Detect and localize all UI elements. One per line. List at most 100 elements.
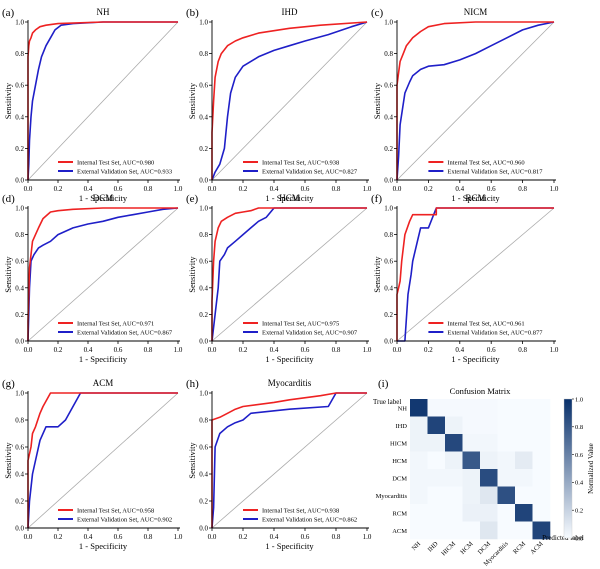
y-axis-label: Sensitivity [187, 82, 197, 119]
x-tick-label: 0.0 [24, 185, 33, 193]
roc-panel-hcm: 0.0 0.2 0.4 0.6 0.8 1.0 0.0 0.2 0.4 0.6 0.8 1.0 1 - … [186, 193, 372, 364]
roc-panel-ihd: 0.0 0.2 0.4 0.6 0.8 1.0 0.0 0.2 0.4 0.6 0.8 1.0 1 - … [186, 7, 372, 203]
row-label: HCM [392, 458, 407, 465]
x-tick-label: 0.2 [239, 346, 248, 354]
panel-label: (i) [378, 378, 389, 390]
panel-label: (b) [186, 7, 199, 19]
chart-title: NH [97, 7, 110, 17]
x-tick-label: 0.4 [84, 533, 93, 541]
heatmap-cell [445, 451, 463, 470]
y-tick-label: 0.6 [199, 444, 208, 452]
heatmap-cell [462, 434, 481, 452]
heatmap-cell [445, 521, 463, 540]
chance-diagonal [211, 392, 368, 529]
y-tick-label: 0.2 [15, 498, 24, 506]
heatmap-cell [532, 469, 551, 487]
y-tick-label: 0.4 [199, 471, 208, 479]
external-roc-curve [211, 207, 367, 342]
x-tick-label: 0.4 [270, 185, 279, 193]
heatmap-cell [497, 451, 516, 470]
internal-roc-curve [211, 207, 367, 341]
y-tick-label: 0.4 [384, 113, 393, 121]
x-tick-label: 0.6 [487, 185, 496, 193]
x-tick-label: 0.0 [208, 185, 217, 193]
heatmap-cell [480, 451, 498, 470]
chart-title: RCM [465, 193, 485, 203]
heatmap-cell [497, 434, 516, 452]
legend-external-label: External Validation Set, AUC=0.907 [262, 330, 358, 337]
heatmap-cell [410, 469, 428, 487]
legend-external-label: External Validation Set, AUC=0.877 [447, 330, 543, 337]
heatmap-cell [462, 504, 481, 522]
y-tick-label: 0.2 [384, 145, 393, 153]
heatmap-cell [497, 416, 516, 435]
external-roc-curve [211, 21, 368, 181]
x-tick-label: 0.6 [301, 185, 310, 193]
y-tick-label: 0.4 [15, 113, 24, 121]
legend-internal-label: Internal Test Set, AUC=0.961 [447, 321, 524, 328]
y-tick-label: 0.8 [15, 50, 24, 58]
panel-label: (h) [186, 378, 199, 390]
y-tick-label: 0.4 [199, 113, 208, 121]
legend-external-label: External Validation Set, AUC=0.933 [77, 169, 172, 176]
x-tick-label: 0.2 [54, 185, 63, 193]
y-axis-label: True label [373, 398, 401, 406]
y-axis-label: Sensitivity [3, 442, 13, 479]
panel-label: (f) [371, 193, 382, 205]
x-tick-label: 0.0 [208, 346, 217, 354]
colorbar-tick-label: 0.8 [575, 424, 583, 431]
heatmap-cell [462, 416, 481, 435]
colorbar-tick-label: 0.6 [575, 452, 584, 459]
y-tick-label: 1.0 [15, 205, 24, 213]
legend-external-label: External Validation Set, AUC=0.867 [77, 330, 173, 337]
y-tick-label: 0.8 [384, 50, 393, 58]
chance-diagonal [211, 21, 368, 181]
heatmap-cell [462, 399, 481, 417]
heatmap-cell [427, 434, 446, 452]
internal-roc-curve [27, 207, 178, 341]
y-tick-label: 0.2 [199, 311, 208, 319]
chance-diagonal [27, 392, 179, 529]
chance-diagonal [396, 207, 555, 342]
y-tick-label: 0.6 [15, 258, 24, 266]
x-tick-label: 1.0 [550, 185, 559, 193]
y-axis-label: Sensitivity [187, 442, 197, 479]
external-roc-curve [27, 207, 179, 342]
y-tick-label: 0.2 [199, 145, 208, 153]
panel-label: (c) [371, 7, 384, 19]
x-axis-label: 1 - Specificity [79, 541, 128, 551]
heatmap-cell [445, 416, 463, 435]
column-label: HICM [440, 540, 457, 557]
x-tick-label: 0.8 [144, 185, 153, 193]
x-tick-label: 0.8 [332, 346, 341, 354]
y-tick-label: 0.6 [15, 82, 24, 90]
chart-title: NICM [464, 7, 488, 17]
y-tick-label: 0.0 [15, 525, 24, 533]
y-axis-label: Sensitivity [3, 256, 13, 293]
legend-internal-label: Internal Test Set, AUC=0.958 [77, 508, 154, 515]
heatmap-cell [497, 469, 516, 487]
panel-label: (d) [2, 193, 15, 205]
chance-diagonal [396, 21, 555, 181]
y-tick-label: 0.8 [15, 231, 24, 239]
roc-panel-dcm: 0.0 0.2 0.4 0.6 0.8 1.0 0.0 0.2 0.4 0.6 0.8 1.0 1 - … [2, 193, 183, 364]
heatmap-cell [427, 399, 446, 417]
chance-diagonal [211, 207, 368, 342]
roc-panel-myocarditis: 0.0 0.2 0.4 0.6 0.8 1.0 0.0 0.2 0.4 0.6 0.8 1.0 1 - … [186, 378, 372, 551]
roc-panel-nh: 0.0 0.2 0.4 0.6 0.8 1.0 0.0 0.2 0.4 0.6 0.8 1.0 1 - … [2, 7, 183, 203]
internal-roc-curve [27, 21, 178, 180]
heatmap-cell [410, 486, 428, 505]
heatmap-cell [410, 416, 428, 435]
internal-roc-curve [396, 21, 554, 180]
heatmap-cell [480, 486, 498, 505]
internal-roc-curve [27, 392, 178, 528]
legend-external-label: External Validation Set, AUC=0.817 [447, 169, 543, 176]
heatmap-cell [532, 399, 551, 417]
panel-label: (a) [2, 7, 15, 19]
y-tick-label: 0.8 [199, 231, 208, 239]
heatmap-cell [410, 399, 428, 417]
x-tick-label: 0.8 [518, 346, 527, 354]
column-label: IHD [427, 540, 440, 553]
legend-internal-label: Internal Test Set, AUC=0.980 [77, 160, 154, 167]
y-tick-label: 0.8 [199, 50, 208, 58]
